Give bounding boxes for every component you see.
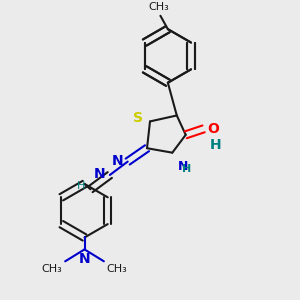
Text: O: O [207, 122, 219, 136]
Text: CH₃: CH₃ [41, 264, 62, 274]
Text: H: H [210, 138, 221, 152]
Text: N: N [94, 167, 106, 181]
Text: S: S [133, 111, 142, 125]
Text: N: N [112, 154, 124, 168]
Text: H: H [77, 181, 85, 191]
Text: N: N [79, 252, 90, 266]
Text: CH₃: CH₃ [107, 264, 128, 274]
Text: N: N [178, 160, 188, 173]
Text: CH₃: CH₃ [148, 2, 169, 12]
Text: H: H [182, 164, 191, 174]
